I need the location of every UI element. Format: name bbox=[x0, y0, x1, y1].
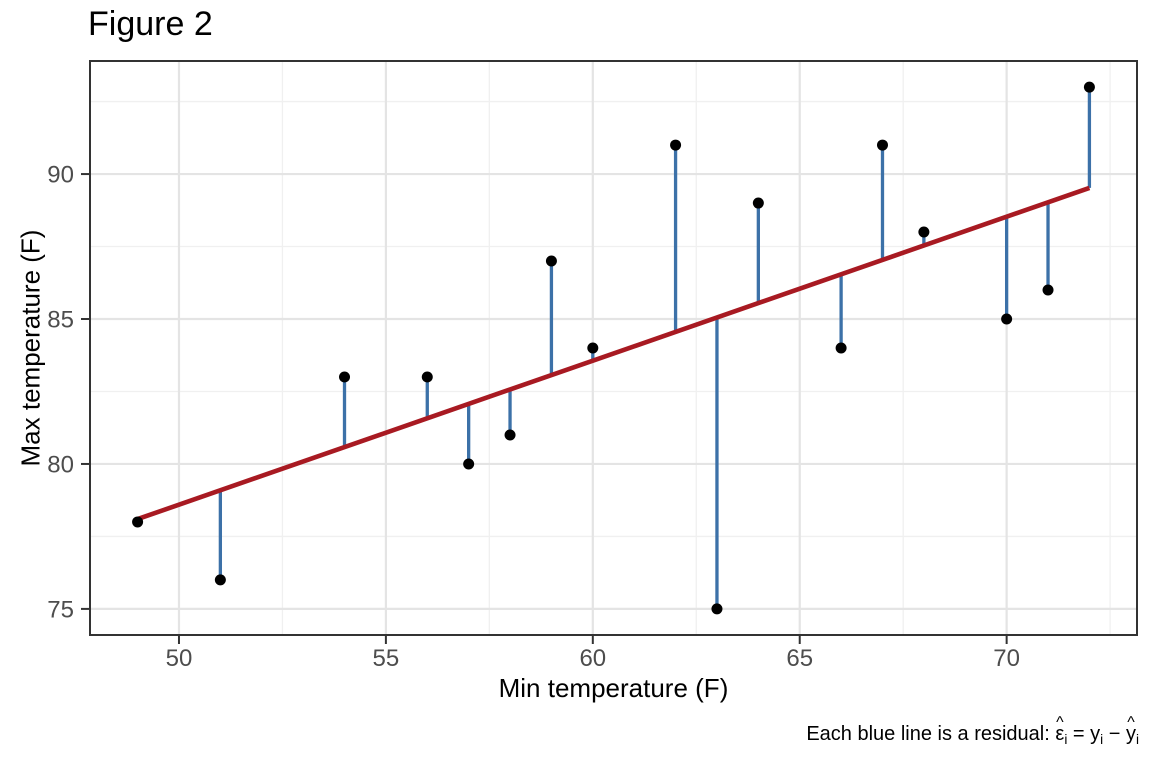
data-point bbox=[339, 371, 351, 383]
hat-accent: y bbox=[1126, 723, 1136, 746]
formula-token: yi bbox=[1090, 723, 1104, 747]
data-point bbox=[1001, 313, 1013, 325]
data-point bbox=[504, 429, 516, 441]
data-point bbox=[1042, 284, 1054, 296]
data-point bbox=[835, 342, 847, 354]
figure-title: Figure 2 bbox=[88, 5, 213, 43]
data-point bbox=[876, 139, 888, 151]
x-axis-title: Min temperature (F) bbox=[498, 673, 729, 703]
x-tick-label: 55 bbox=[373, 645, 400, 672]
x-tick-label: 65 bbox=[786, 645, 813, 672]
regression-line bbox=[136, 185, 1091, 522]
data-point bbox=[463, 458, 475, 470]
x-tick-label: 60 bbox=[579, 645, 606, 672]
residual-formula: εi = yi − yi bbox=[1055, 723, 1139, 747]
x-tick-label: 70 bbox=[993, 645, 1020, 672]
data-point bbox=[752, 197, 764, 209]
data-point bbox=[587, 342, 599, 354]
formula-token: = bbox=[1067, 723, 1091, 745]
x-tick-label: 50 bbox=[166, 645, 193, 672]
data-point bbox=[132, 516, 144, 528]
data-point bbox=[670, 139, 682, 151]
hat-accent: ε bbox=[1055, 723, 1064, 746]
subscript: i bbox=[1100, 731, 1104, 747]
data-point bbox=[1083, 81, 1095, 93]
y-tick-label: 80 bbox=[47, 451, 74, 478]
panel-border bbox=[89, 60, 1138, 636]
y-axis-title: Max temperature (F) bbox=[15, 229, 46, 467]
data-point bbox=[214, 574, 226, 586]
subscript: i bbox=[1135, 731, 1139, 747]
formula-token: yi bbox=[1126, 723, 1139, 747]
y-tick-label: 75 bbox=[47, 596, 74, 623]
data-point bbox=[545, 255, 557, 267]
data-point bbox=[711, 603, 723, 615]
y-tick-label: 85 bbox=[47, 307, 74, 334]
data-point bbox=[918, 226, 930, 238]
data-point bbox=[421, 371, 433, 383]
subscript: i bbox=[1064, 731, 1068, 747]
y-tick-label: 90 bbox=[47, 162, 74, 189]
caption-text: Each blue line is a residual: bbox=[806, 723, 1050, 745]
formula-token: εi bbox=[1055, 723, 1068, 747]
formula-token: − bbox=[1103, 723, 1126, 745]
figure-caption: Each blue line is a residual:εi = yi − y… bbox=[806, 723, 1139, 747]
